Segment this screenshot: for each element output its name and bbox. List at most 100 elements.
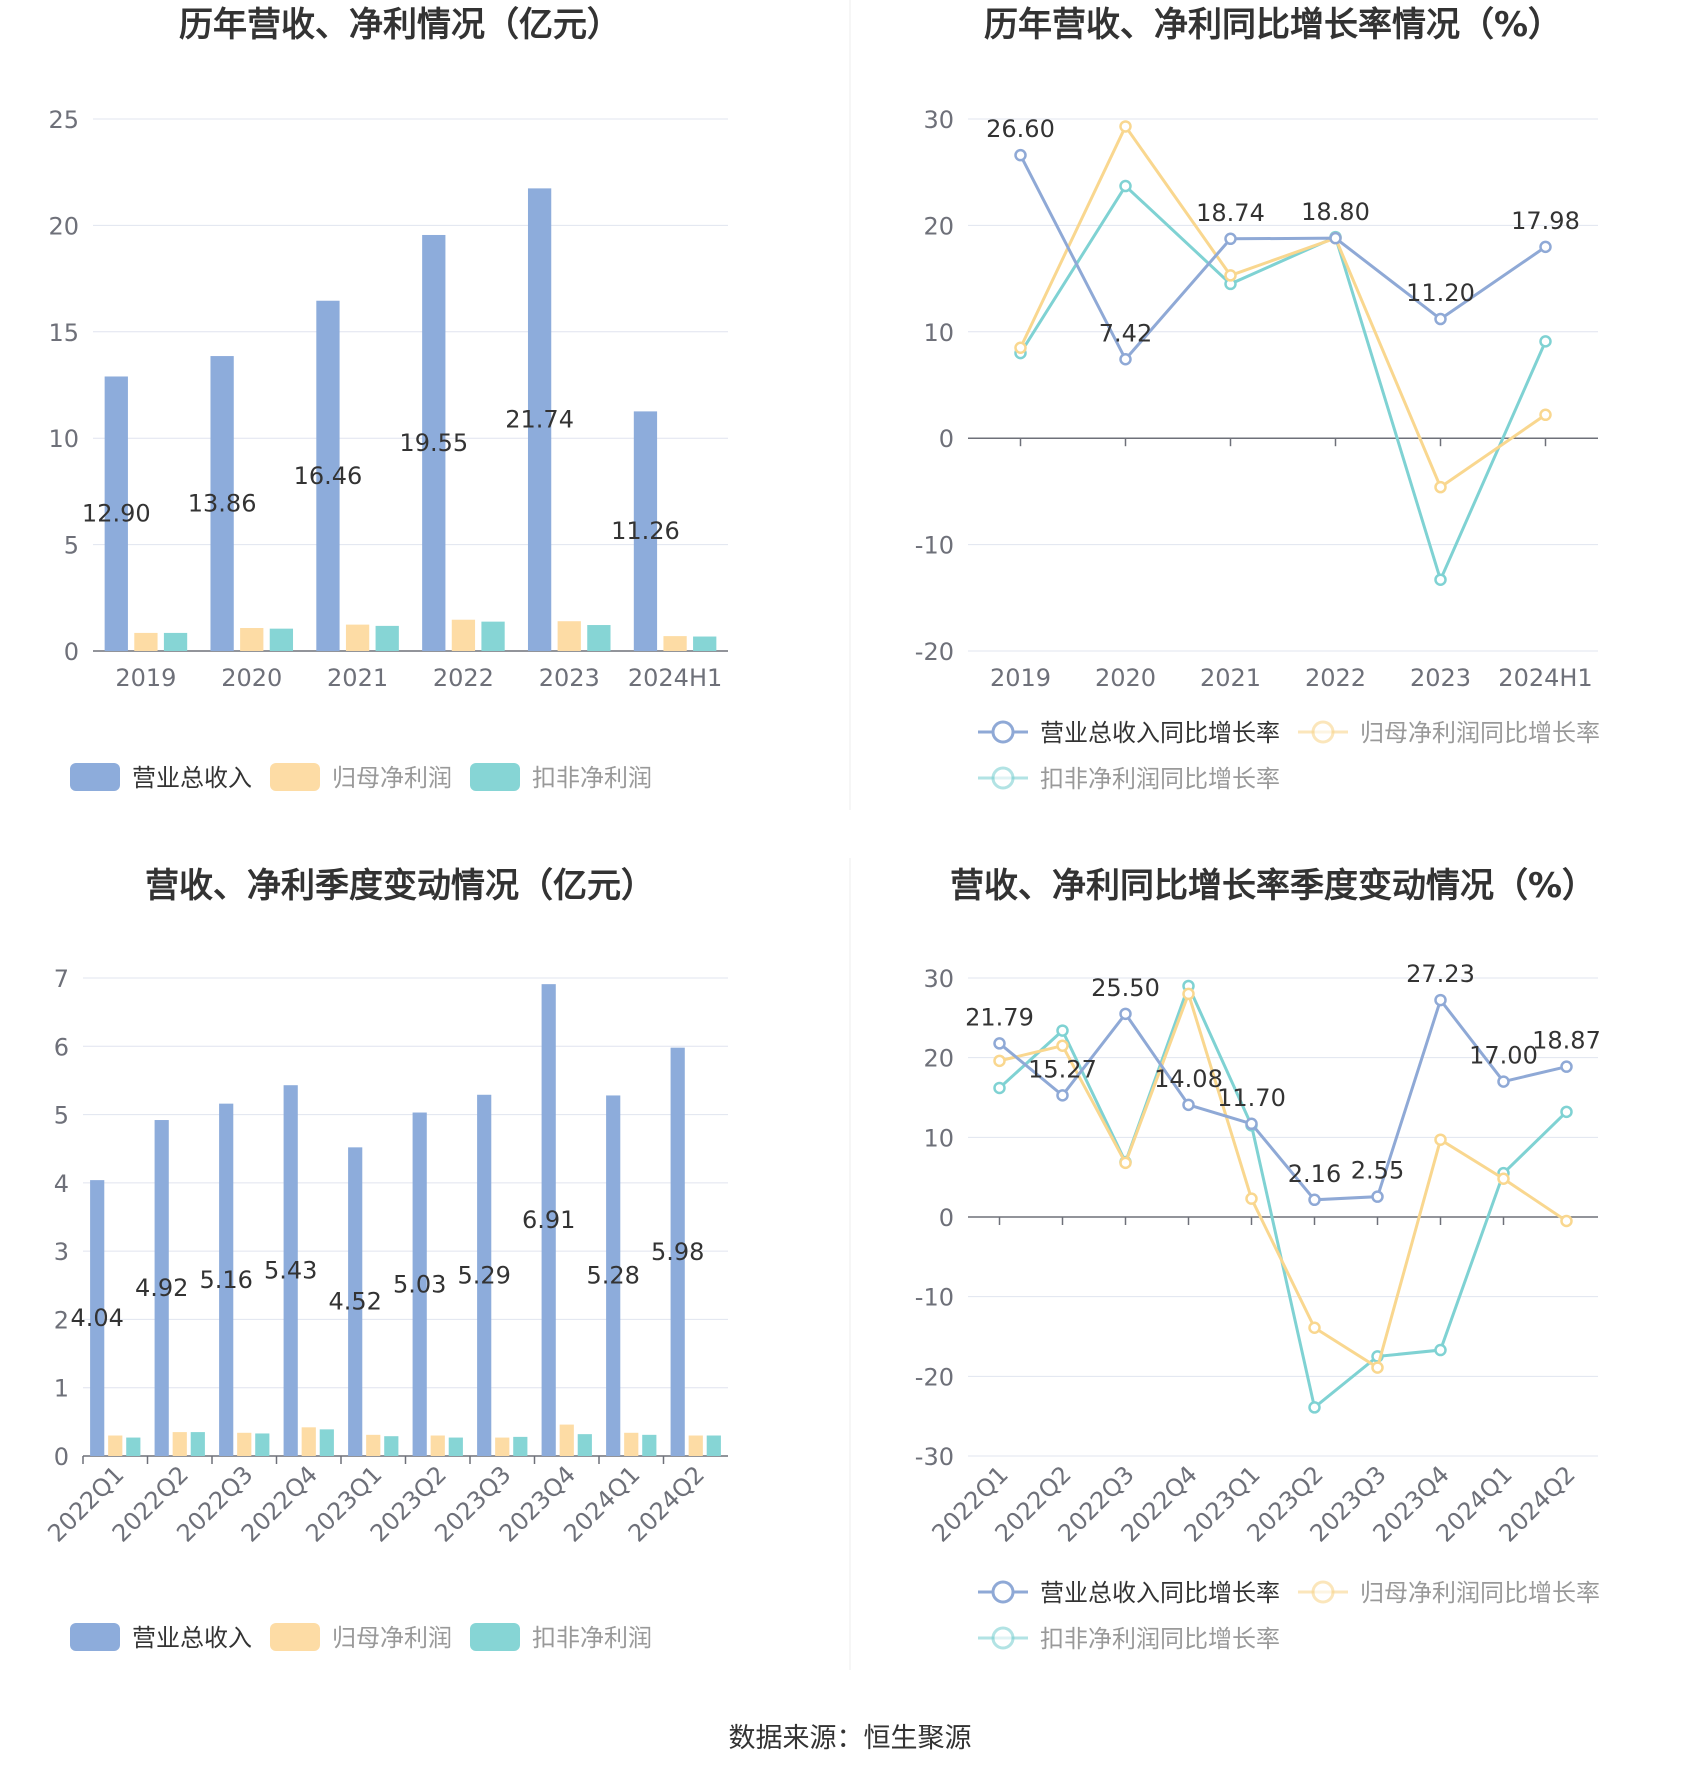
series-point-1	[1434, 480, 1447, 494]
series-point-1	[1497, 1172, 1510, 1186]
bar-1	[451, 619, 476, 651]
bar-2	[642, 1434, 657, 1456]
bar-1	[624, 1432, 639, 1456]
bar-data-label: 11.26	[611, 517, 680, 545]
bar-2	[693, 636, 717, 651]
legend-label: 营业总收入同比增长率	[1040, 1579, 1280, 1607]
bar-data-label: 19.55	[399, 429, 468, 457]
series-point-2	[1056, 1024, 1069, 1037]
series-point-1	[1224, 269, 1237, 282]
y-tick-label: -20	[915, 638, 954, 666]
bar-1	[134, 632, 158, 651]
bar-2	[448, 1437, 463, 1456]
series-point-1	[993, 1054, 1006, 1068]
bar-2	[126, 1437, 141, 1456]
legend-label: 归母净利润	[332, 1624, 452, 1652]
y-tick-label: 30	[923, 106, 954, 134]
bar-data-label: 5.28	[586, 1262, 639, 1290]
x-tick-label: 2024H1	[628, 664, 722, 692]
series-point-0	[1497, 1075, 1510, 1088]
y-tick-label: 25	[48, 106, 79, 134]
bar-data-label: 4.92	[135, 1274, 188, 1302]
series-point-2	[1119, 179, 1132, 193]
bar-2	[481, 621, 505, 651]
bar-2	[375, 625, 399, 651]
y-tick-label: -20	[915, 1363, 954, 1391]
x-tick-label: 2024H1	[1498, 664, 1592, 692]
bar-0	[541, 984, 556, 1456]
legend: 营业总收入 归母净利润 扣非净利润	[70, 763, 652, 792]
point-data-label: 27.23	[1406, 960, 1475, 988]
bar-1	[237, 1432, 252, 1456]
bar-0	[210, 356, 234, 651]
legend-label: 扣非净利润同比增长率	[1040, 765, 1280, 793]
series-point-2	[1308, 1401, 1321, 1414]
y-tick-label: 20	[923, 212, 954, 240]
chart-title: 营收、净利同比增长率季度变动情况（%）	[950, 866, 1596, 906]
legend-label: 扣非净利润	[532, 1624, 652, 1652]
chart-title: 营收、净利季度变动情况（亿元）	[145, 866, 655, 906]
legend-marker-2	[991, 766, 1015, 790]
series-line-0	[1019, 154, 1547, 362]
bar-data-label: 13.86	[188, 490, 257, 518]
y-tick-label: 5	[64, 532, 79, 560]
y-tick-label: 0	[54, 1443, 69, 1471]
chart-3: 营收、净利同比增长率季度变动情况（%）-30-20-1001020302022Q…	[915, 866, 1601, 1653]
bar-data-label: 6.91	[522, 1206, 575, 1234]
legend-marker-2	[991, 1626, 1015, 1650]
series-point-2	[1434, 1343, 1447, 1357]
bar-data-label: 4.52	[328, 1288, 381, 1316]
chart-title: 历年营收、净利同比增长率情况（%）	[984, 5, 1562, 45]
y-tick-label: 15	[48, 319, 79, 347]
x-tick-label: 2019	[990, 664, 1051, 692]
bar-0	[670, 1047, 685, 1456]
point-data-label: 18.87	[1532, 1027, 1601, 1055]
y-tick-label: 10	[48, 425, 79, 453]
legend-label: 营业总收入	[132, 1624, 252, 1652]
bar-2	[319, 1429, 334, 1456]
legend-swatch-2	[470, 763, 520, 791]
bar-1	[557, 621, 581, 651]
series-point-0	[1119, 353, 1132, 366]
bar-0	[283, 1085, 298, 1456]
bar-1	[108, 1435, 123, 1456]
x-tick-label: 2023	[1410, 664, 1471, 692]
point-data-label: 11.70	[1217, 1084, 1286, 1112]
series-point-1	[1434, 1133, 1447, 1146]
bar-data-label: 21.74	[505, 406, 574, 434]
point-data-label: 14.08	[1154, 1065, 1223, 1093]
bar-0	[412, 1112, 427, 1456]
legend-label: 营业总收入同比增长率	[1040, 719, 1280, 747]
series-point-1	[1119, 120, 1132, 133]
legend-swatch-0	[70, 1623, 120, 1651]
legend-label: 归母净利润	[332, 764, 452, 792]
bar-1	[430, 1435, 445, 1456]
legend-label: 归母净利润同比增长率	[1360, 1579, 1600, 1607]
y-tick-label: 20	[923, 1045, 954, 1073]
series-point-1	[1308, 1321, 1321, 1334]
bar-0	[422, 234, 446, 651]
series-point-1	[1182, 987, 1195, 1001]
y-tick-label: 3	[54, 1238, 69, 1266]
series-point-0	[1119, 1007, 1132, 1021]
series-point-0	[1371, 1190, 1384, 1203]
bar-data-label: 5.29	[457, 1261, 510, 1289]
legend-label: 扣非净利润同比增长率	[1040, 1625, 1280, 1653]
point-data-label: 18.80	[1301, 198, 1370, 226]
x-tick-label: 2019	[115, 664, 176, 692]
legend-swatch-1	[270, 1623, 320, 1651]
bar-1	[240, 628, 264, 651]
bar-data-label: 5.43	[264, 1257, 317, 1285]
bar-1	[366, 1434, 381, 1456]
bar-2	[269, 628, 294, 651]
series-point-0	[1329, 231, 1342, 245]
point-data-label: 11.20	[1406, 279, 1475, 307]
series-point-1	[1245, 1192, 1258, 1205]
series-line-0	[998, 996, 1567, 1202]
y-tick-label: 4	[54, 1170, 69, 1198]
point-data-label: 17.00	[1469, 1042, 1538, 1070]
series-point-0	[1245, 1117, 1258, 1131]
bar-0	[633, 411, 658, 651]
legend-label: 扣非净利润	[532, 764, 652, 792]
